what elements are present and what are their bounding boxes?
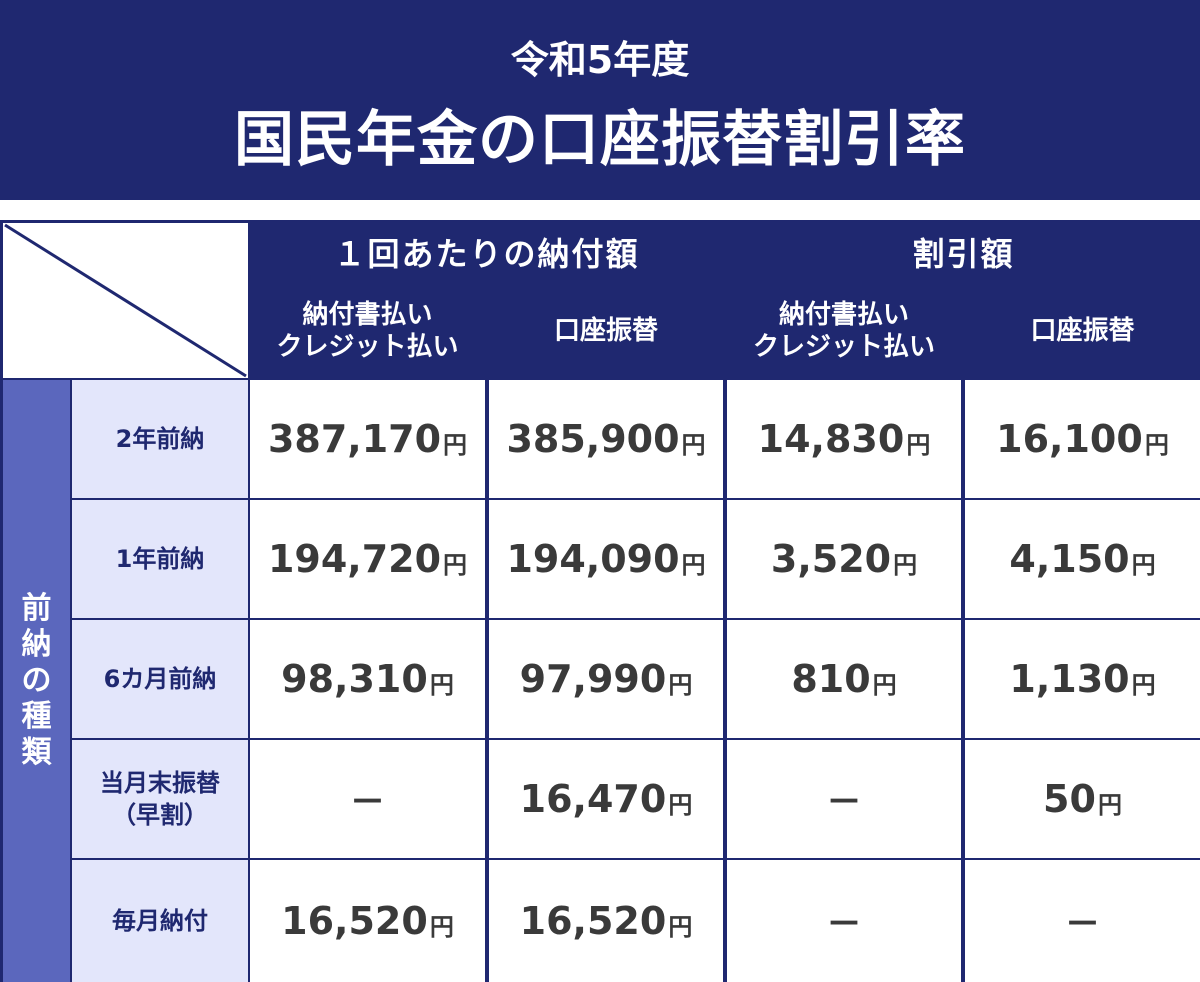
group-header-payment: １回あたりの納付額 (250, 223, 723, 281)
side-label-char: の (21, 663, 52, 698)
yen-unit: 円 (1097, 790, 1122, 819)
row-label-line: 6カ月前納 (103, 665, 217, 693)
yen-unit: 円 (668, 670, 693, 699)
table-corner (3, 223, 248, 378)
row-label-line: （早割） (112, 801, 208, 829)
table-cell: 16,520 円 (250, 860, 485, 982)
sub-header-account-transfer: 口座振替 (489, 283, 723, 378)
sub-header-transfer-discount: 口座振替 (965, 283, 1200, 378)
amount-value: 194,090 (506, 537, 680, 581)
row-label: 6カ月前納 (72, 620, 248, 738)
table-cell: 194,090 円 (489, 500, 723, 618)
amount-value: 16,520 (519, 899, 667, 943)
amount-value: 16,520 (281, 899, 428, 943)
amount-value: 385,900 (506, 417, 680, 461)
banner-title: 国民年金の口座振替割引率 (234, 105, 966, 175)
table-cell: 16,100 円 (965, 380, 1200, 498)
table-cell: 810 円 (727, 620, 961, 738)
sub-header-line: 納付書払い (778, 299, 909, 330)
amount-value: 16,100 (996, 417, 1143, 461)
amount-value: 14,830 (757, 417, 905, 461)
sub-header-line: 口座振替 (1030, 315, 1135, 346)
row-label: 2年前納 (72, 380, 248, 498)
sub-header-line: クレジット払い (752, 331, 935, 362)
yen-unit: 円 (1144, 430, 1169, 459)
yen-unit: 円 (443, 550, 468, 579)
yen-unit: 円 (429, 912, 454, 941)
row-label: 1年前納 (72, 500, 248, 618)
table-cell: 4,150 円 (965, 500, 1200, 618)
row-label: 当月末振替 （早割） (72, 740, 248, 858)
table-cell: — (250, 740, 485, 858)
yen-unit: 円 (1131, 670, 1156, 699)
table-cell: 14,830 円 (727, 380, 961, 498)
table-cell: — (727, 860, 961, 982)
table-cell: 50 円 (965, 740, 1200, 858)
amount-value: 16,470 (519, 777, 667, 821)
yen-unit: 円 (681, 550, 706, 579)
row-label-line: 当月末振替 (100, 769, 220, 797)
yen-unit: 円 (681, 430, 706, 459)
amount-value: 97,990 (519, 657, 667, 701)
discount-table: １回あたりの納付額 割引額 納付書払い クレジット払い 口座振替 納付書払い ク… (0, 220, 1200, 982)
table-cell: 385,900 円 (489, 380, 723, 498)
sub-header-invoice-discount: 納付書払い クレジット払い (727, 283, 961, 378)
table-cell: 16,520 円 (489, 860, 723, 982)
row-label-line: 1年前納 (115, 545, 205, 573)
amount-value: 1,130 (1009, 657, 1130, 701)
table-cell: 16,470 円 (489, 740, 723, 858)
table-cell: 387,170 円 (250, 380, 485, 498)
sub-header-line: クレジット払い (276, 331, 459, 362)
table-cell: 194,720 円 (250, 500, 485, 618)
amount-value: 3,520 (770, 537, 892, 581)
dash-empty: — (352, 781, 383, 817)
side-label-payment-type: 前 納 の 種 類 (3, 380, 70, 982)
yen-unit: 円 (443, 430, 468, 459)
banner-subtitle: 令和5年度 (510, 38, 690, 82)
table-cell: 97,990 円 (489, 620, 723, 738)
yen-unit: 円 (872, 670, 897, 699)
row-label-line: 毎月納付 (112, 907, 208, 935)
amount-value: 194,720 (267, 537, 442, 581)
table-cell: — (965, 860, 1200, 982)
side-label-char: 納 (21, 627, 52, 662)
side-label-char: 前 (21, 591, 52, 626)
group-header-discount: 割引額 (727, 223, 1200, 281)
title-banner: 令和5年度 国民年金の口座振替割引率 (0, 0, 1200, 200)
yen-unit: 円 (893, 550, 918, 579)
sub-header-line: 納付書払い (302, 299, 433, 330)
amount-value: 810 (791, 657, 871, 701)
amount-value: 4,150 (1009, 537, 1130, 581)
sub-header-invoice-payment: 納付書払い クレジット払い (250, 283, 485, 378)
table-cell: 1,130 円 (965, 620, 1200, 738)
table-cell: — (727, 740, 961, 858)
corner-diagonal (4, 223, 247, 378)
amount-value: 98,310 (281, 657, 428, 701)
side-label-char: 類 (21, 735, 52, 770)
table-cell: 98,310 円 (250, 620, 485, 738)
yen-unit: 円 (668, 790, 693, 819)
sub-header-line: 口座振替 (553, 315, 658, 346)
yen-unit: 円 (906, 430, 931, 459)
yen-unit: 円 (668, 912, 693, 941)
yen-unit: 円 (429, 670, 454, 699)
row-label: 毎月納付 (72, 860, 248, 982)
dash-empty: — (1067, 903, 1098, 939)
row-label-line: 2年前納 (115, 425, 205, 453)
table-cell: 3,520 円 (727, 500, 961, 618)
dash-empty: — (829, 781, 859, 817)
amount-value: 50 (1043, 777, 1096, 821)
dash-empty: — (829, 903, 859, 939)
amount-value: 387,170 (267, 417, 442, 461)
yen-unit: 円 (1131, 550, 1156, 579)
side-label-char: 種 (21, 699, 52, 734)
